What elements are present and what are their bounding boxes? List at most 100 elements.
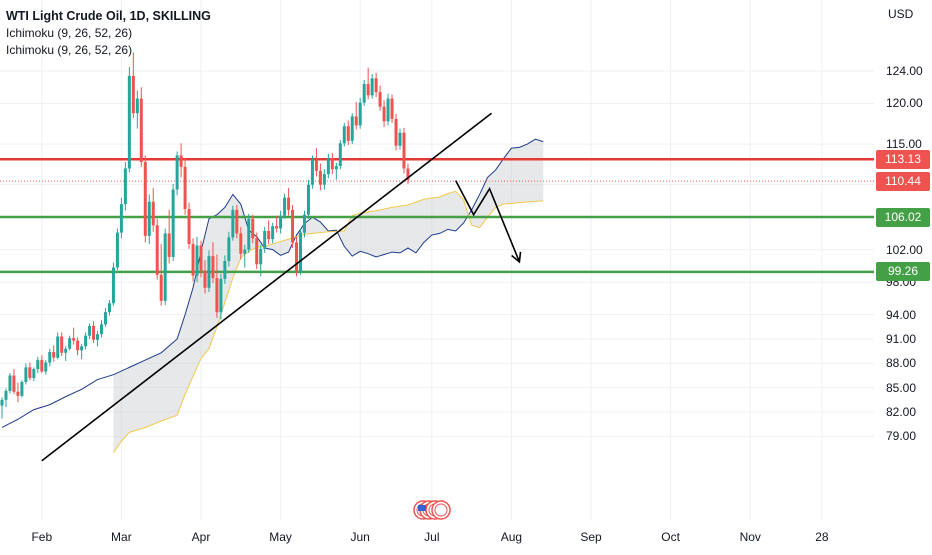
candle xyxy=(183,157,187,215)
candle xyxy=(151,187,155,232)
candle xyxy=(4,388,8,408)
time-tick-label: Mar xyxy=(111,530,132,544)
candle-body xyxy=(24,367,28,383)
projection-path xyxy=(455,180,521,263)
candle xyxy=(199,240,203,278)
indicator-label-2[interactable]: Ichimoku (9, 26, 52, 26) xyxy=(6,43,133,57)
candle xyxy=(143,155,147,243)
candle xyxy=(36,356,40,374)
time-tick-label: Feb xyxy=(31,530,53,544)
candle-body xyxy=(239,233,243,254)
candle-body xyxy=(100,324,103,335)
candle-body xyxy=(135,98,139,114)
candle-body xyxy=(107,303,111,313)
candle-body xyxy=(370,78,374,96)
candle-body xyxy=(287,197,291,210)
candle-body xyxy=(115,232,119,268)
candle xyxy=(283,193,287,219)
currency-label[interactable]: USD xyxy=(888,7,914,21)
candle-body xyxy=(211,256,215,279)
candle-body xyxy=(175,155,179,190)
candle xyxy=(207,250,211,292)
candle xyxy=(64,346,68,361)
candle xyxy=(299,228,302,275)
candle-body xyxy=(119,204,123,233)
us-flag-canton xyxy=(418,505,426,511)
symbol-title[interactable]: WTI Light Crude Oil, 1D, SKILLING xyxy=(6,9,211,23)
candle xyxy=(235,204,239,239)
time-tick-label: Oct xyxy=(661,530,680,544)
candle xyxy=(243,244,247,268)
candle-body xyxy=(342,126,346,144)
candle xyxy=(0,397,4,419)
ascending-trendline xyxy=(41,112,493,462)
candlesticks xyxy=(0,52,410,419)
last-price-price-tag: 110.44 xyxy=(876,171,930,191)
candle xyxy=(259,244,263,277)
price-tick-label: 88.00 xyxy=(886,356,917,371)
candle xyxy=(68,335,72,351)
candle xyxy=(119,197,123,239)
candle xyxy=(358,97,362,129)
candle xyxy=(84,332,88,350)
candle-body xyxy=(52,351,56,358)
candle-body xyxy=(362,83,366,103)
candle-body xyxy=(4,390,8,400)
candle-body xyxy=(295,242,299,272)
candle-body xyxy=(88,325,92,336)
candle xyxy=(306,179,310,219)
candle xyxy=(8,373,12,394)
candle xyxy=(115,228,119,270)
candle xyxy=(127,66,131,173)
candle-body xyxy=(44,362,48,372)
candle-body xyxy=(16,391,20,396)
events-badges[interactable] xyxy=(413,500,451,520)
candle-body xyxy=(279,215,283,229)
candle-body xyxy=(32,369,36,378)
candle-body xyxy=(223,261,227,279)
candle-body xyxy=(40,360,44,372)
candle-body xyxy=(366,83,370,96)
candle-body xyxy=(291,209,295,243)
candle xyxy=(314,148,318,177)
projection-arrowhead xyxy=(511,251,522,264)
candle xyxy=(402,127,406,174)
candle xyxy=(267,220,271,244)
candle-body xyxy=(306,184,310,215)
candle-body xyxy=(334,166,338,170)
drawings[interactable] xyxy=(41,112,522,462)
candle-body xyxy=(127,75,131,169)
candle xyxy=(167,209,171,264)
candle xyxy=(378,85,382,111)
candle-body xyxy=(330,158,334,170)
candle xyxy=(366,67,370,100)
candle-body xyxy=(207,256,211,288)
candle-body xyxy=(143,161,147,236)
candle xyxy=(255,232,259,270)
candle-body xyxy=(215,278,219,313)
candle-body xyxy=(358,102,362,126)
candle xyxy=(287,187,291,216)
candle-body xyxy=(123,168,127,205)
candle xyxy=(131,52,135,119)
candle-body xyxy=(159,274,163,301)
candle-body xyxy=(84,335,88,347)
candle xyxy=(20,380,24,398)
candle xyxy=(346,120,350,145)
candle-body xyxy=(394,118,398,146)
candle-body xyxy=(8,375,12,391)
candle-body xyxy=(80,346,84,351)
candle xyxy=(334,162,338,180)
time-tick-label: Sep xyxy=(580,530,602,544)
candle-body xyxy=(322,174,326,185)
candle-body xyxy=(96,334,100,340)
candle xyxy=(227,231,231,267)
candle xyxy=(211,242,215,283)
candle-body xyxy=(374,78,378,93)
candle-body xyxy=(203,270,207,288)
candle xyxy=(326,153,330,179)
indicator-label-1[interactable]: Ichimoku (9, 26, 52, 26) xyxy=(6,26,133,40)
candle-body xyxy=(382,106,386,122)
